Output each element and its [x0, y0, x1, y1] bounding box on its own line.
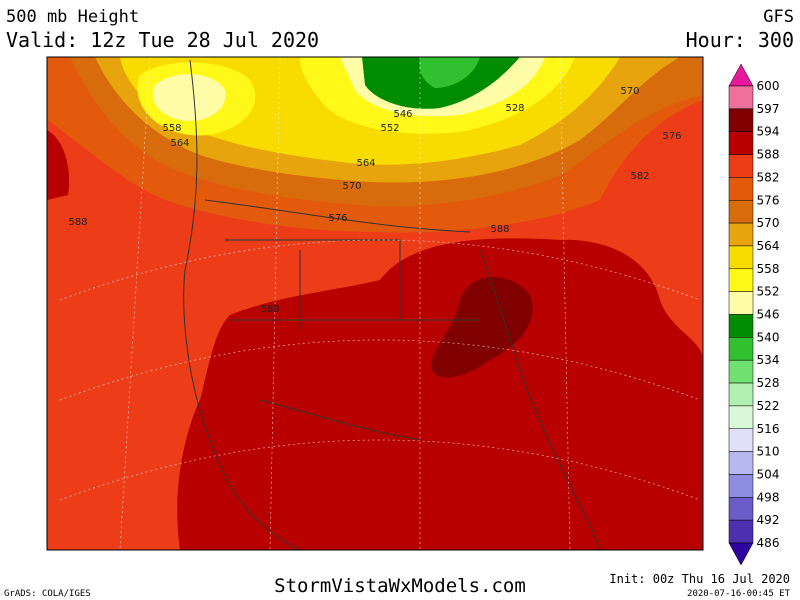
colorbar-label: 540 [757, 330, 780, 344]
colorbar-swatch [728, 222, 754, 247]
forecast-hour: Hour: 300 [686, 28, 794, 52]
contour-label: 528 [505, 103, 524, 114]
colorbar-swatch [728, 519, 754, 544]
field [177, 238, 703, 550]
field [47, 130, 70, 200]
colorbar-label: 582 [757, 170, 780, 184]
map-title: 500 mb Height [6, 7, 139, 27]
colorbar-label: 570 [757, 216, 780, 230]
colorbar-label: 576 [757, 193, 780, 207]
colorbar-swatch [728, 337, 754, 361]
colorbar-label: 510 [757, 445, 780, 459]
colorbar-label: 588 [757, 148, 780, 162]
contour-label: 576 [328, 213, 347, 224]
colorbar-swatch [728, 314, 754, 338]
colorbar-swatch [728, 85, 754, 110]
contour-label: 552 [380, 123, 399, 134]
colorbar-swatch [728, 131, 754, 155]
colorbar-label: 546 [757, 308, 780, 322]
contour-label: 588 [260, 304, 279, 315]
colorbar-label: 552 [757, 285, 780, 299]
colorbar-swatch [728, 245, 754, 270]
graticule [59, 57, 701, 550]
contour-label: 570 [342, 181, 361, 192]
colorbar-label: 498 [757, 490, 780, 504]
colorbar-label: 534 [757, 353, 780, 367]
field [431, 276, 533, 378]
colorbar-label: 486 [757, 536, 780, 550]
colorbar-label: 600 [757, 79, 780, 93]
contour-label: 588 [68, 217, 87, 228]
colorbar-swatch [728, 108, 754, 132]
colorbar-swatch [728, 177, 754, 201]
colorbar-label: 492 [757, 513, 780, 527]
contour-label: 570 [620, 86, 639, 97]
field [152, 74, 226, 121]
colorbar-swatch [728, 497, 754, 521]
colorbar-swatch [728, 268, 754, 292]
map-frame [46, 56, 704, 551]
contour-label: 564 [356, 158, 375, 169]
colorbar-label: 522 [757, 399, 780, 413]
colorbar-swatch [728, 474, 754, 498]
colorbar-swatch [728, 359, 754, 384]
contour-label: 576 [662, 131, 681, 142]
colorbar-label: 516 [757, 422, 780, 436]
colorbar-swatch [728, 405, 754, 429]
contour-label: 564 [170, 138, 189, 149]
colorbar-swatch [728, 154, 754, 178]
timestamp: 2020-07-16-00:45 ET [687, 589, 791, 599]
map: 558 564 546 552 528 570 576 582 564 570 576 588 588 5… [46, 56, 704, 551]
colorbar-label: 558 [757, 262, 780, 276]
colorbar-label: 504 [757, 467, 780, 481]
colorbar-swatch [728, 382, 754, 407]
model-name: GFS [763, 7, 794, 27]
colorbar-label: 597 [757, 102, 780, 116]
colorbar-swatch [728, 291, 754, 315]
contour-label: 588 [490, 224, 509, 235]
boundary [183, 59, 601, 550]
colorbar-swatch [728, 451, 754, 475]
valid-time: Valid: 12z Tue 28 Jul 2020 [6, 28, 319, 52]
contour-label: 582 [630, 171, 649, 182]
colorbar: 600 597 594 588 582 576 570 564 558 552 546 540 534 5… [728, 63, 780, 566]
colorbar-label: 528 [757, 376, 780, 390]
colorbar-label: 594 [757, 125, 780, 139]
colorbar-swatch [728, 200, 754, 224]
colorbar-arrow [728, 63, 754, 87]
colorbar-swatch [728, 428, 754, 452]
contour-label: 558 [162, 123, 181, 134]
site-name: StormVistaWxModels.com [274, 575, 526, 597]
colorbar-label: 564 [757, 239, 780, 253]
credit: GrADS: COLA/IGES [4, 589, 91, 599]
contour-label: 546 [393, 109, 412, 120]
field [419, 57, 480, 88]
init-time: Init: 00z Thu 16 Jul 2020 [609, 572, 790, 586]
colorbar-arrow [728, 542, 754, 566]
